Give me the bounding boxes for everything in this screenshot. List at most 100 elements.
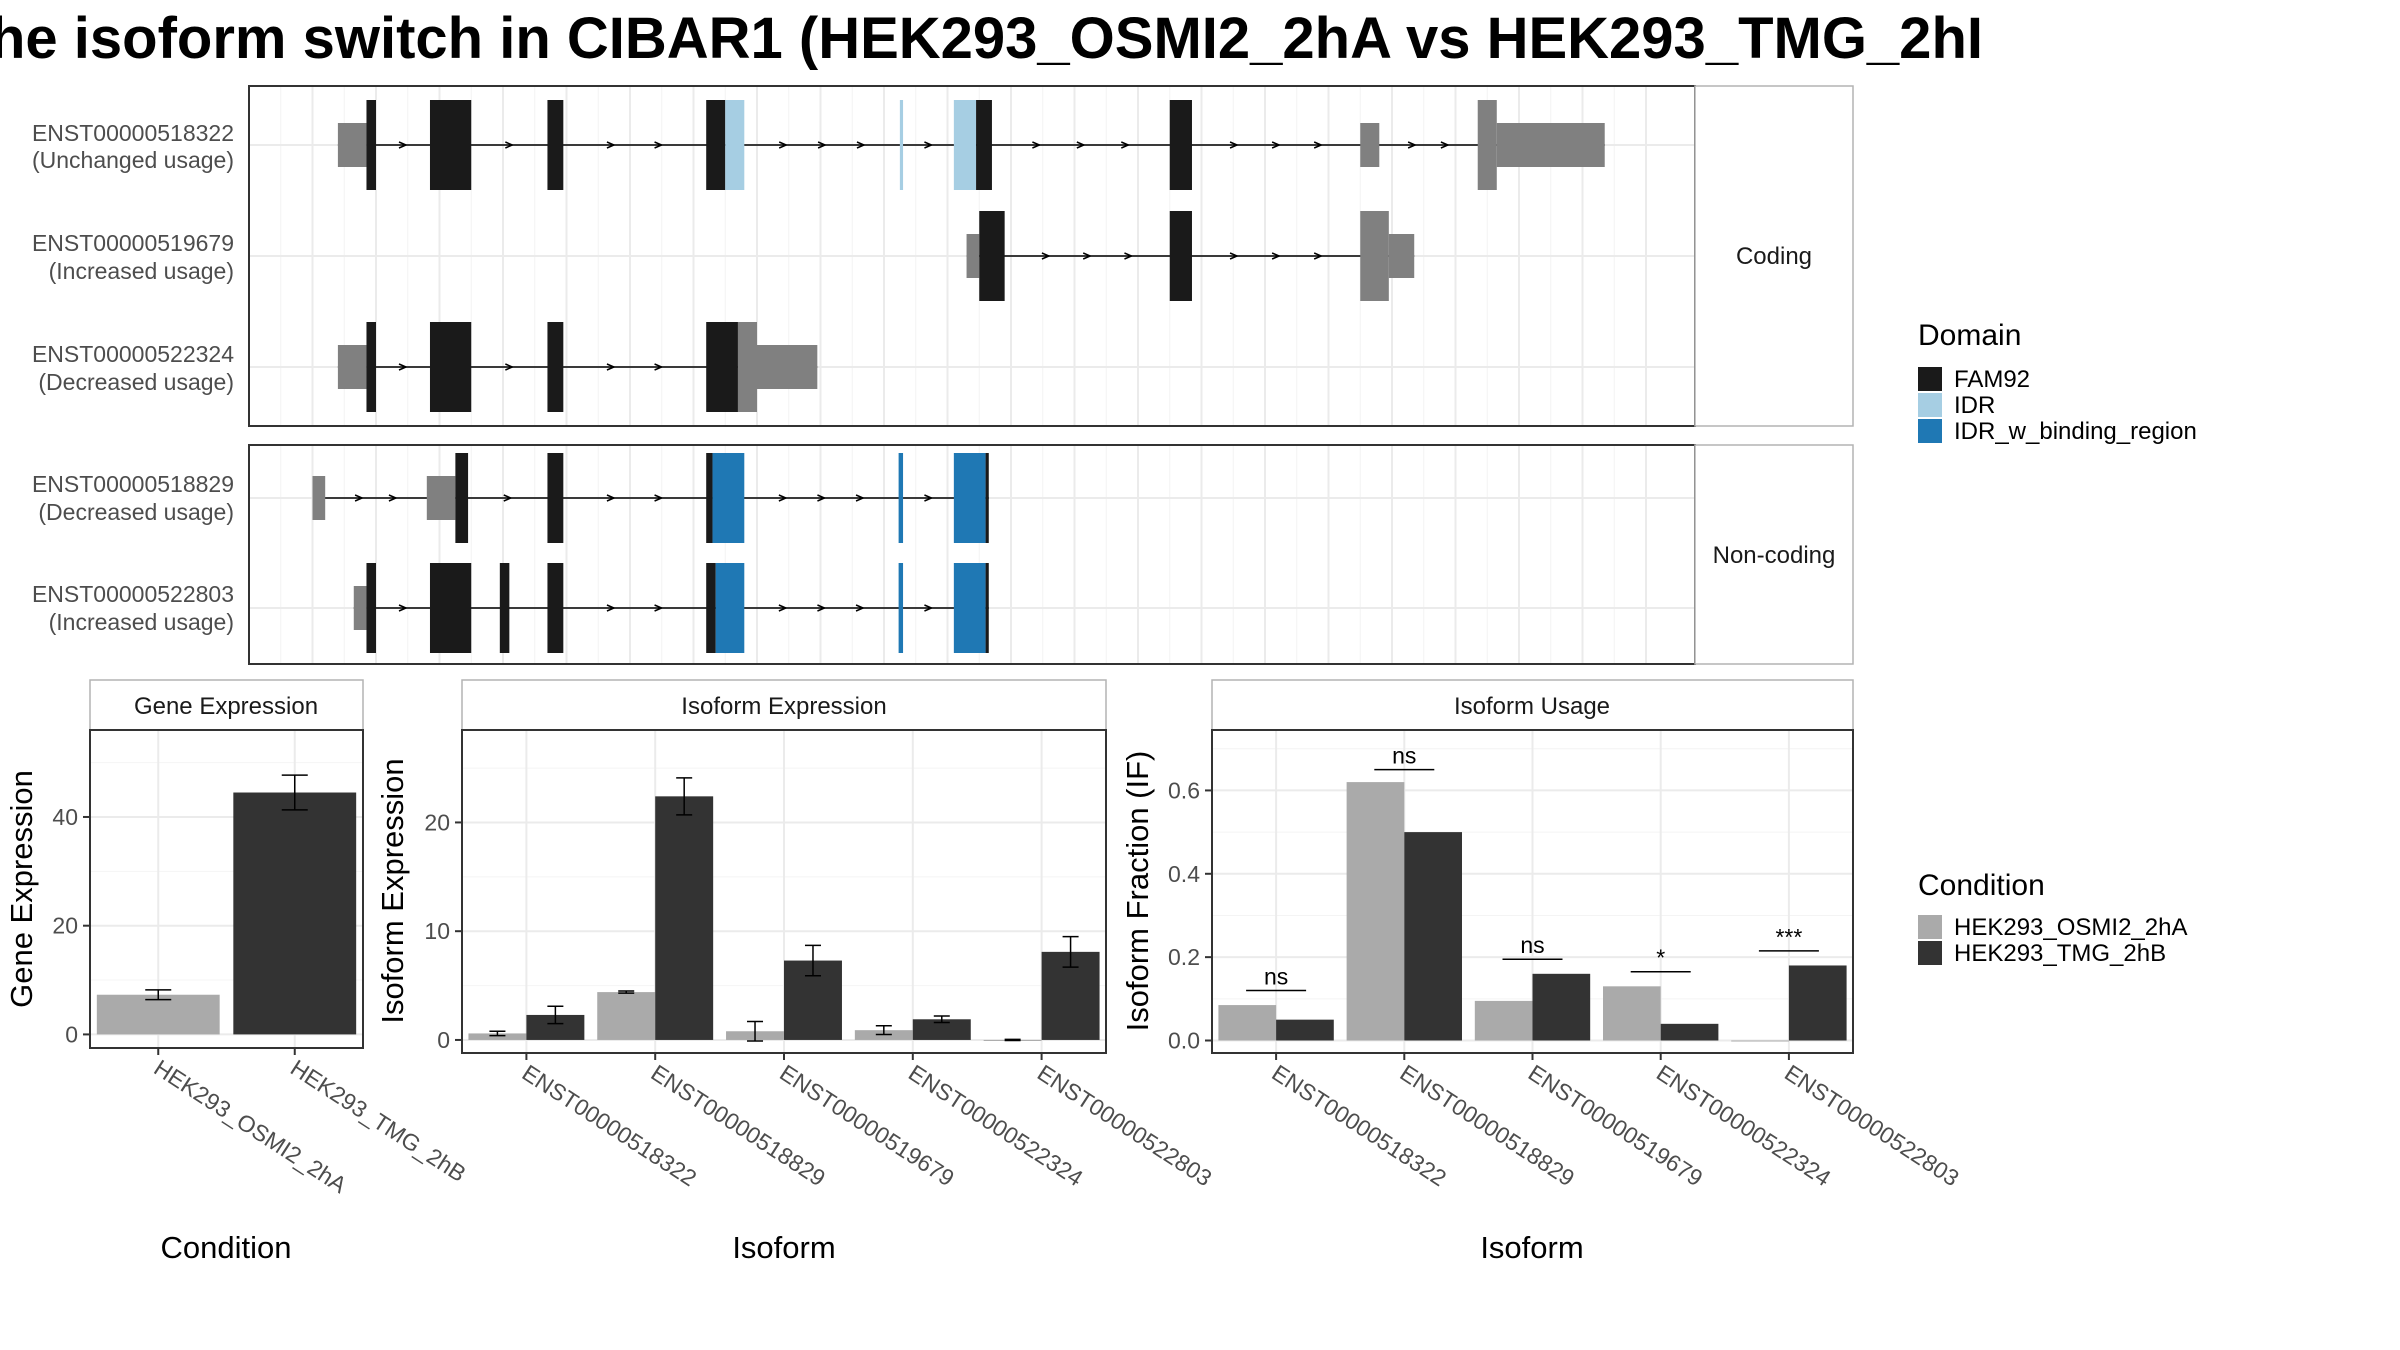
exon-fam92 — [366, 322, 376, 412]
bar — [1276, 1019, 1334, 1041]
y-axis-title: Isoform Expression — [375, 758, 410, 1023]
exon-fam92 — [547, 563, 564, 653]
exon-fam92 — [706, 100, 726, 190]
coding-strip-label: Coding — [1736, 243, 1812, 270]
utr-exon — [1477, 100, 1497, 190]
transcript-id-label: ENST00000522324 — [32, 341, 234, 367]
direction-arrow — [1082, 252, 1093, 260]
direction-arrow — [778, 494, 788, 502]
legend-label: FAM92 — [1954, 366, 2030, 393]
bar — [1404, 832, 1462, 1041]
direction-arrow — [778, 604, 788, 612]
direction-arrow — [855, 494, 865, 502]
bar — [1603, 986, 1661, 1041]
direction-arrow — [654, 141, 664, 149]
direction-arrow — [503, 494, 513, 502]
transcript-usage-label: (Decreased usage) — [38, 499, 234, 525]
legend-label: IDR_w_binding_region — [1954, 418, 2197, 445]
direction-arrow — [398, 363, 408, 371]
direction-arrow — [856, 141, 866, 149]
error-bar — [145, 989, 172, 1001]
error-bar — [676, 777, 693, 816]
error-bar — [281, 774, 308, 811]
exon-idr_w_binding_region — [953, 563, 986, 653]
domain-legend-title: Domain — [1918, 319, 2021, 352]
y-tick-label: 40 — [52, 804, 78, 830]
direction-arrow — [1041, 252, 1051, 260]
error-bar — [747, 1020, 764, 1042]
y-tick-label: 0.4 — [1168, 861, 1200, 887]
direction-arrow — [505, 363, 515, 371]
legend-swatch — [1918, 367, 1942, 391]
utr-exon — [1360, 123, 1380, 167]
direction-arrow — [817, 494, 827, 502]
panel-title: Gene Expression — [134, 693, 318, 720]
noncoding-strip — [1694, 444, 1854, 665]
direction-arrow — [1121, 141, 1131, 149]
bar — [1660, 1023, 1719, 1041]
utr-exon — [966, 234, 980, 278]
direction-arrow — [1124, 252, 1134, 260]
bar — [1474, 1000, 1533, 1041]
y-tick-label: 0.2 — [1168, 944, 1200, 970]
direction-arrow — [778, 141, 789, 149]
utr-exon — [337, 123, 367, 167]
exon-fam92 — [976, 100, 992, 190]
legend-swatch — [1918, 419, 1942, 443]
y-tick-label: 20 — [52, 913, 78, 939]
utr-exon — [1496, 123, 1605, 167]
utr-exon — [337, 345, 367, 389]
transcript-structure-panel: Coding Non-coding ENST00000518322 (Uncha… — [32, 85, 1854, 665]
exon-fam92 — [429, 322, 472, 412]
transcript-usage-label: (Decreased usage) — [38, 369, 234, 395]
x-axis-title: Isoform — [1480, 1230, 1583, 1265]
direction-arrow — [1076, 141, 1086, 149]
isoform-expression-chart: Isoform Expression 01020ENST00000518322E… — [375, 679, 1217, 1265]
transcript-id-label: ENST00000522803 — [32, 581, 234, 607]
exon-fam92 — [547, 100, 564, 190]
y-tick-label: 0 — [437, 1027, 450, 1053]
direction-arrow — [924, 494, 934, 502]
transcript-usage-label: (Increased usage) — [49, 258, 234, 284]
direction-arrow — [1313, 252, 1324, 260]
utr-exon — [757, 345, 818, 389]
direction-arrow — [606, 363, 616, 371]
bar — [1731, 1040, 1789, 1042]
condition-legend-title: Condition — [1918, 869, 2045, 902]
exon-fam92 — [985, 453, 989, 543]
utr-exon — [1388, 234, 1415, 278]
transcript-usage-label: (Unchanged usage) — [32, 147, 234, 173]
exon-fam92 — [547, 453, 564, 543]
direction-arrow — [398, 141, 408, 149]
transcript-tracks — [312, 100, 1605, 653]
panel-strip — [1211, 679, 1854, 731]
direction-arrow — [398, 604, 408, 612]
exon-fam92 — [366, 100, 376, 190]
bar — [1218, 1005, 1277, 1041]
y-tick-label: 10 — [424, 918, 450, 944]
bar — [468, 1033, 527, 1040]
transcript-id-label: ENST00000519679 — [32, 230, 234, 256]
exon-fam92 — [706, 453, 713, 543]
x-axis-title: Isoform — [732, 1230, 835, 1265]
direction-arrow — [1229, 252, 1239, 260]
significance-label: ns — [1520, 932, 1544, 958]
exon-fam92 — [366, 563, 376, 653]
direction-arrow — [654, 363, 664, 371]
condition-legend: Condition HEK293_OSMI2_2hA HEK293_TMG_2h… — [1918, 869, 2187, 967]
y-tick-label: 0.0 — [1168, 1027, 1200, 1053]
direction-arrow — [924, 604, 934, 612]
error-bar — [875, 1025, 892, 1036]
exon-fam92 — [429, 100, 472, 190]
significance-label: *** — [1775, 924, 1802, 950]
direction-arrow — [606, 141, 616, 149]
utr-exon — [1360, 211, 1389, 301]
exon-fam92 — [547, 322, 564, 412]
exon-idr — [725, 100, 745, 190]
direction-arrow — [1271, 141, 1282, 149]
bar — [1788, 965, 1847, 1041]
transcript-id-label: ENST00000518829 — [32, 471, 234, 497]
